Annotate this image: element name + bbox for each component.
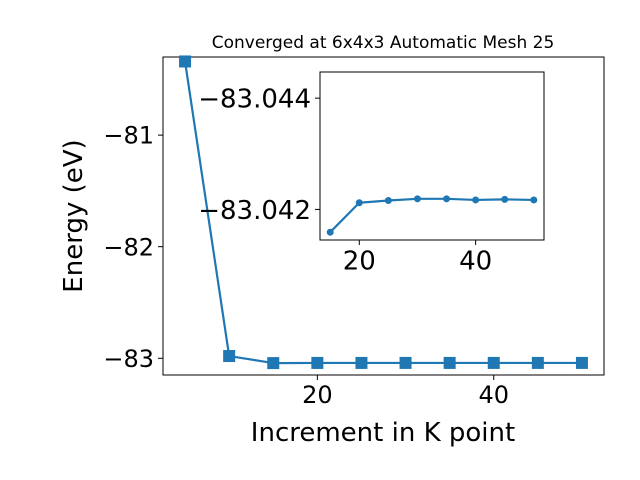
main-data-point	[575, 356, 588, 369]
inset-y-tick-label: −83.042	[198, 196, 311, 226]
main-axes: 20 40 −81 −82 −83	[103, 122, 509, 409]
inset-plot-frame	[319, 71, 545, 241]
inset-x-tick-label: 20	[343, 247, 376, 277]
main-data-point	[399, 356, 412, 369]
main-data-point	[179, 55, 192, 68]
inset-data-point	[472, 196, 480, 204]
main-chart-title: Converged at 6x4x3 Automatic Mesh 25	[212, 33, 555, 53]
inset-axes: 20 40 −83.044 −83.042	[198, 85, 492, 277]
main-x-tick-label: 20	[302, 381, 333, 409]
main-y-tick-label: −81	[103, 122, 154, 150]
inset-data-point	[501, 195, 509, 203]
main-chart: 20 40 −81 −82 −83 Converged at 6x4x3 Automat…	[59, 33, 605, 448]
main-y-tick-label: −82	[103, 233, 154, 261]
main-data-point	[487, 356, 500, 369]
inset-data-point	[413, 195, 421, 203]
inset-marks	[326, 195, 538, 236]
inset-data-point	[443, 195, 451, 203]
x-axis-label: Increment in K point	[251, 418, 515, 448]
main-data-point	[443, 356, 456, 369]
inset-background	[320, 72, 544, 240]
inset-data-point	[326, 228, 334, 236]
inset-series-line	[329, 197, 534, 233]
main-data-point	[355, 356, 368, 369]
inset-x-tick-label: 40	[459, 247, 492, 277]
main-plot-frame	[162, 56, 605, 376]
main-marks	[179, 55, 588, 370]
main-data-point	[311, 356, 324, 369]
inset-data-point	[530, 196, 538, 204]
inset-y-tick-label: −83.044	[198, 85, 311, 115]
main-y-tick-label: −83	[103, 345, 154, 373]
main-data-point	[267, 357, 280, 370]
main-data-point	[531, 356, 544, 369]
y-axis-label: Energy (eV)	[59, 139, 89, 292]
main-x-tick-label: 40	[478, 381, 509, 409]
main-series-line	[183, 61, 582, 365]
inset-data-point	[355, 199, 363, 207]
main-data-point	[223, 350, 236, 363]
inset-chart: 20 40 −83.044 −83.042	[198, 71, 545, 277]
inset-data-point	[384, 197, 392, 205]
